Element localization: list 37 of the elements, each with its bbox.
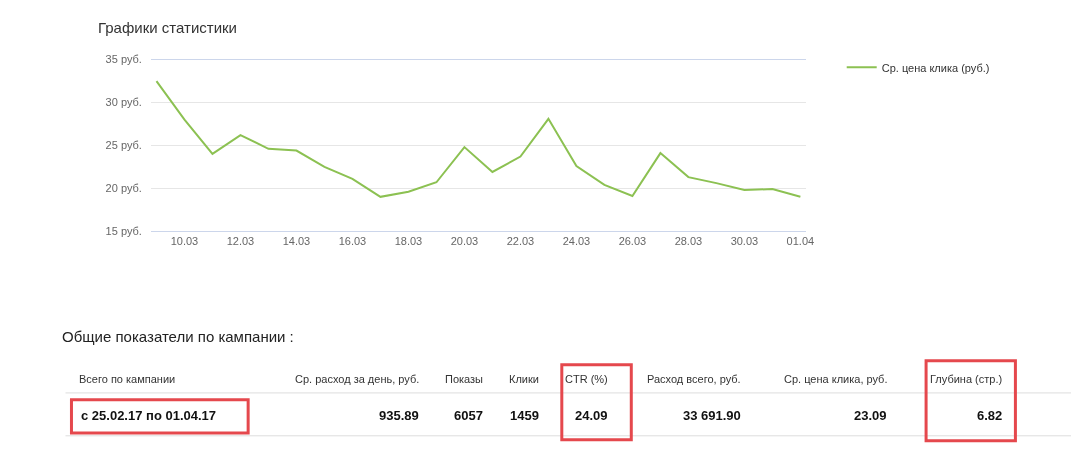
category-label: Показы xyxy=(445,373,484,385)
text: 6.82 xyxy=(977,408,1003,423)
x-tick-label: 16.03 xyxy=(338,235,367,248)
text: Общие показатели по кампании : xyxy=(62,328,294,345)
legend-label: Ср. цена клика (руб.) xyxy=(881,61,990,74)
y-tick-label: 35 руб. xyxy=(105,53,142,66)
category-label: Ср. цена клика, руб. xyxy=(784,373,888,385)
text: 23.09 xyxy=(854,408,887,423)
category-label: Всего по кампании xyxy=(79,373,176,385)
category-label: Глубина (стр.) xyxy=(930,373,1003,385)
y-tick-label: 20 руб. xyxy=(105,182,142,195)
line-series xyxy=(155,80,802,198)
x-tick-label: 18.03 xyxy=(394,235,423,248)
chart-title: Графики статистики xyxy=(98,19,237,36)
category-label: Клики xyxy=(509,373,539,385)
x-tick-label: 28.03 xyxy=(674,235,703,248)
category-label: Ср. расход за день, руб. xyxy=(295,373,420,385)
text: 33 691.90 xyxy=(683,408,741,423)
y-tick-label: 25 руб. xyxy=(105,139,142,152)
y-tick-label: 15 руб. xyxy=(105,224,142,237)
text: с 25.02.17 по 01.04.17 xyxy=(81,408,217,423)
text: 935.89 xyxy=(379,408,419,423)
x-tick-label: 30.03 xyxy=(730,235,759,248)
text: 6057 xyxy=(454,408,483,423)
x-tick-label: 20.03 xyxy=(450,235,479,248)
x-tick-label: 24.03 xyxy=(562,235,591,248)
x-tick-label: 26.03 xyxy=(618,235,647,248)
x-tick-label: 10.03 xyxy=(170,235,199,248)
x-tick-label: 22.03 xyxy=(506,235,535,248)
x-tick-label: 01.04 xyxy=(786,235,815,248)
text: 1459 xyxy=(510,408,539,423)
x-tick-label: 12.03 xyxy=(226,235,255,248)
text: 24.09 xyxy=(575,408,608,423)
x-tick-label: 14.03 xyxy=(282,235,311,248)
category-label: Расход всего, руб. xyxy=(647,373,741,385)
category-label: CTR (%) xyxy=(565,373,608,385)
y-tick-label: 30 руб. xyxy=(105,96,142,109)
